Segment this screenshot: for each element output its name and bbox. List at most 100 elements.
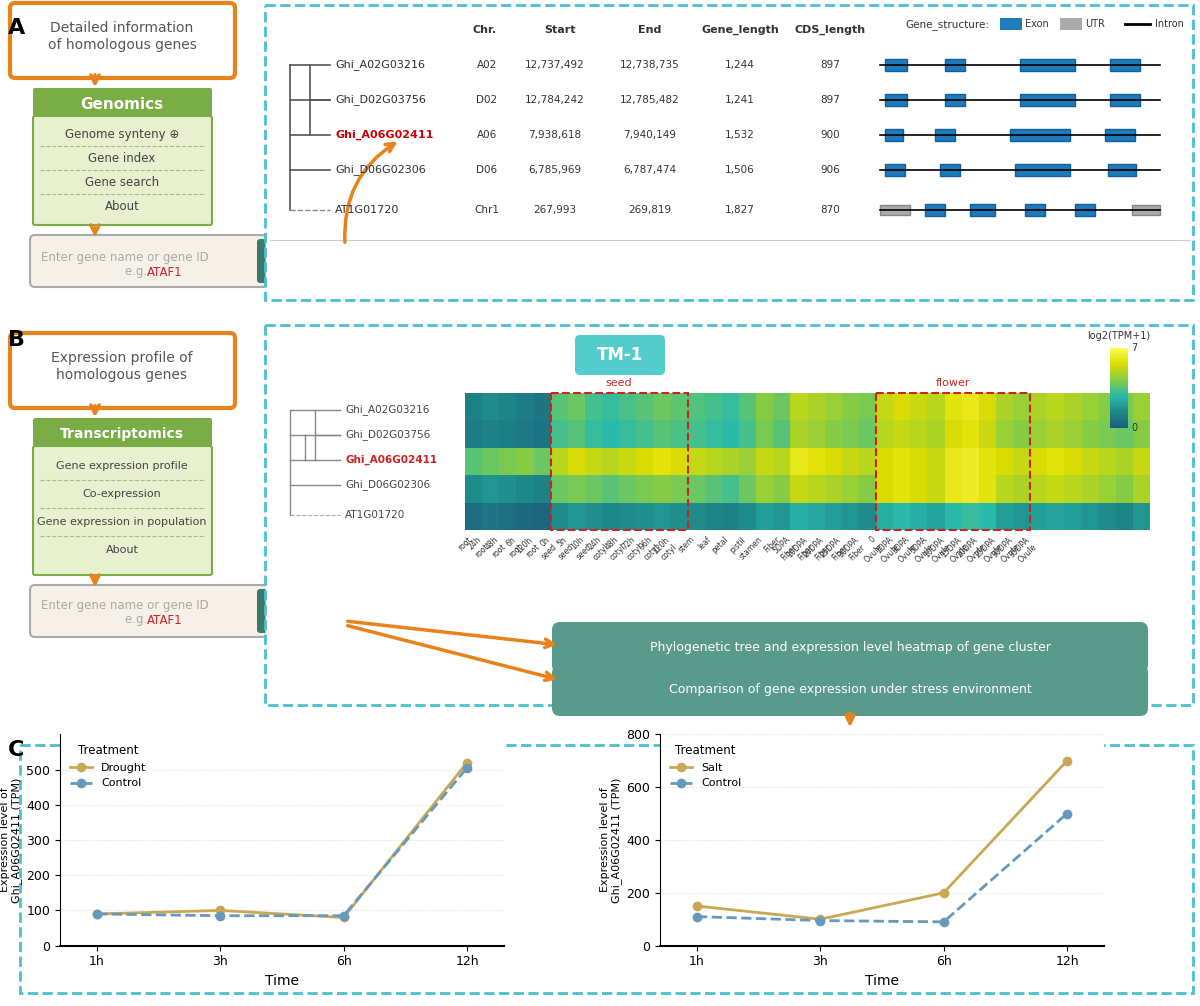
Text: AT1G01720: AT1G01720 [346,510,406,520]
Bar [482,448,499,475]
Bar [739,503,756,530]
FancyBboxPatch shape [886,129,904,141]
Bar [516,421,534,448]
FancyBboxPatch shape [30,585,330,637]
FancyBboxPatch shape [1075,204,1096,216]
Bar [688,448,704,475]
Text: Submit: Submit [270,254,330,269]
Control [1060,808,1074,820]
Bar [1048,421,1064,448]
Bar [756,475,773,503]
Bar [1116,475,1133,503]
Drought [460,757,474,769]
Bar [722,393,739,421]
Bar [688,421,704,448]
FancyBboxPatch shape [34,418,212,450]
Bar [1116,393,1133,421]
Bar [859,421,876,448]
Text: 1,827: 1,827 [725,205,755,215]
Bar [928,448,944,475]
Bar [584,421,602,448]
Bar [791,393,808,421]
Bar [961,448,979,475]
FancyBboxPatch shape [935,129,955,141]
Bar [979,448,996,475]
Text: seed: seed [606,378,632,388]
Bar [911,393,928,421]
Salt [814,913,828,926]
Bar [911,421,928,448]
Bar [841,393,859,421]
Bar [619,475,636,503]
Bar [534,503,551,530]
X-axis label: Time: Time [265,974,299,988]
Bar [773,421,791,448]
FancyBboxPatch shape [1105,129,1135,141]
Bar [499,393,516,421]
Text: 870: 870 [820,205,840,215]
Text: 900: 900 [820,130,840,140]
Text: Chr.: Chr. [473,25,497,35]
Bar [636,421,653,448]
Text: ATAF1: ATAF1 [148,614,182,627]
Bar [568,503,584,530]
Bar [791,421,808,448]
Bar [499,475,516,503]
X-axis label: Time: Time [865,974,899,988]
Bar [1064,503,1081,530]
Text: 25DPA
Ovule: 25DPA Ovule [973,535,1004,566]
Bar [688,393,704,421]
Text: Chr1: Chr1 [474,205,499,215]
FancyBboxPatch shape [970,204,995,216]
Bar [482,475,499,503]
Text: 897: 897 [820,95,840,105]
Bar [704,393,722,421]
Text: 25DPA
Fiber: 25DPA Fiber [820,535,851,566]
Bar [756,393,773,421]
Text: A02: A02 [476,60,497,70]
Bar [961,421,979,448]
Bar [499,421,516,448]
FancyBboxPatch shape [1132,205,1160,215]
Text: Ghi_D06G02306: Ghi_D06G02306 [335,165,426,175]
Bar [1081,475,1099,503]
Bar [876,393,893,421]
Bar [602,448,619,475]
Bar [1116,448,1133,475]
Control [460,762,474,774]
Text: 15DPA
Ovule: 15DPA Ovule [938,535,970,566]
Text: Gene expression in population: Gene expression in population [37,517,206,527]
Bar [961,393,979,421]
Bar [979,421,996,448]
Text: 0: 0 [1132,423,1138,433]
Bar [911,448,928,475]
Text: 10h
seed: 10h seed [566,535,594,561]
Bar [773,475,791,503]
Bar [1099,421,1116,448]
Bar [1133,421,1150,448]
Text: AT1G01720: AT1G01720 [335,205,400,215]
Bar [1013,475,1030,503]
Bar [808,503,824,530]
FancyBboxPatch shape [1020,59,1075,71]
Line: Drought: Drought [92,759,472,921]
Bar [653,421,671,448]
Text: Gene index: Gene index [89,152,156,165]
Bar [704,448,722,475]
Bar [928,475,944,503]
Bar [1081,503,1099,530]
FancyBboxPatch shape [552,665,1148,716]
Bar [466,503,482,530]
Text: Gene expression profile: Gene expression profile [56,461,188,471]
Bar [859,448,876,475]
Bar [893,421,911,448]
Bar [824,475,841,503]
Text: 12,785,482: 12,785,482 [620,95,680,105]
Bar [773,393,791,421]
Control [214,909,228,921]
Bar [1048,475,1064,503]
Text: About: About [106,545,138,555]
Bar [841,448,859,475]
Bar [722,448,739,475]
FancyBboxPatch shape [257,239,343,283]
